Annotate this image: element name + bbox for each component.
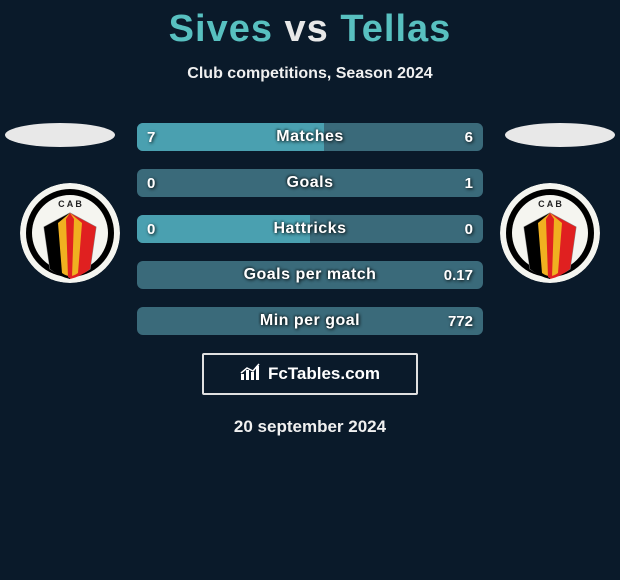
brand-box: FcTables.com: [202, 353, 418, 395]
stat-label: Min per goal: [137, 307, 483, 335]
player1-name: Sives: [169, 8, 273, 50]
player2-avatar-placeholder: [505, 123, 615, 147]
stat-label: Matches: [137, 123, 483, 151]
svg-text:C A B: C A B: [58, 199, 82, 209]
player1-club-badge: C A B: [20, 183, 120, 283]
stat-row: 01Goals: [137, 169, 483, 197]
subtitle: Club competitions, Season 2024: [0, 65, 620, 83]
date-text: 20 september 2024: [0, 417, 620, 437]
stats-bars: 76Matches 01Goals 00Hattricks 0.17Goals per…: [137, 123, 483, 335]
player2-club-badge: C A B: [500, 183, 600, 283]
comparison-panel: C A B C A B 76Matches 01Goals 00Hattricks 0…: [0, 123, 620, 437]
vs-text: vs: [285, 8, 329, 50]
stat-label: Goals: [137, 169, 483, 197]
player2-name: Tellas: [340, 8, 451, 50]
stat-label: Hattricks: [137, 215, 483, 243]
svg-text:C A B: C A B: [538, 199, 562, 209]
player1-avatar-placeholder: [5, 123, 115, 147]
stat-label: Goals per match: [137, 261, 483, 289]
chart-icon: [240, 363, 262, 386]
brand-name: FcTables.com: [268, 364, 380, 384]
stat-row: 00Hattricks: [137, 215, 483, 243]
page-title: Sives vs Tellas: [0, 0, 620, 51]
stat-row: 76Matches: [137, 123, 483, 151]
stat-row: 0.17Goals per match: [137, 261, 483, 289]
stat-row: 772Min per goal: [137, 307, 483, 335]
